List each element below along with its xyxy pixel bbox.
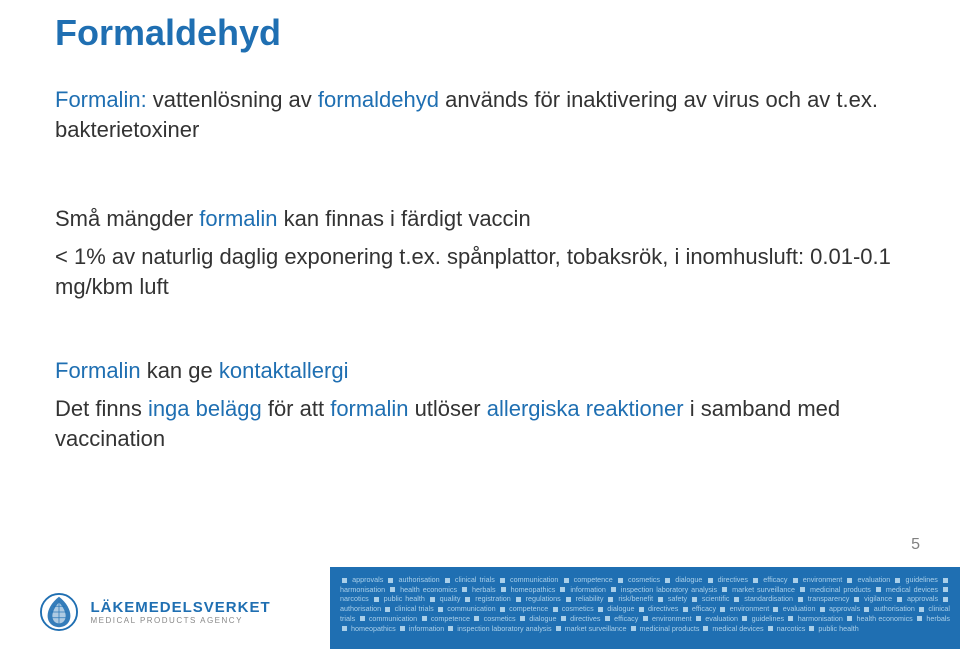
hl-inga-belagg: inga belägg <box>148 396 262 421</box>
hl-formalin: formalin <box>199 206 277 231</box>
hl-formaldehyd: formaldehyd <box>318 87 439 112</box>
slide-content: Formalin: vattenlösning av formaldehyd a… <box>55 85 905 454</box>
hl-formalin-2: Formalin <box>55 358 141 383</box>
page-number: 5 <box>911 536 920 554</box>
text: kan ge <box>141 358 219 383</box>
logo-subname: MEDICAL PRODUCTS AGENCY <box>90 616 270 625</box>
text: Små mängder <box>55 206 199 231</box>
text: utlöser <box>408 396 486 421</box>
paragraph-5: Det finns inga belägg för att formalin u… <box>55 394 905 453</box>
text: < 1% av naturlig daglig exponering t.ex.… <box>55 244 891 299</box>
paragraph-3: < 1% av naturlig daglig exponering t.ex.… <box>55 242 905 301</box>
paragraph-2: Små mängder formalin kan finnas i färdig… <box>55 204 905 234</box>
slide-title: Formaldehyd <box>55 12 281 54</box>
logo-icon <box>40 593 78 631</box>
paragraph-1: Formalin: vattenlösning av formaldehyd a… <box>55 85 905 144</box>
logo-text: LÄKEMEDELSVERKET MEDICAL PRODUCTS AGENCY <box>90 599 270 625</box>
hl-kontaktallergi: kontaktallergi <box>219 358 349 383</box>
text: för att <box>262 396 330 421</box>
text: Det finns <box>55 396 148 421</box>
hl-allergiska-reaktioner: allergiska reaktioner <box>487 396 684 421</box>
logo: LÄKEMEDELSVERKET MEDICAL PRODUCTS AGENCY <box>40 593 271 631</box>
text: kan finnas i färdigt vaccin <box>278 206 531 231</box>
hl-formalin-3: formalin <box>330 396 408 421</box>
logo-name: LÄKEMEDELSVERKET <box>90 599 270 616</box>
paragraph-4: Formalin kan ge kontaktallergi <box>55 356 905 386</box>
slide: Formaldehyd Formalin: vattenlösning av f… <box>0 0 960 649</box>
text: vattenlösning av <box>147 87 318 112</box>
footer: LÄKEMEDELSVERKET MEDICAL PRODUCTS AGENCY… <box>0 567 960 649</box>
hl-formalin-label: Formalin: <box>55 87 147 112</box>
footer-keywords-bar: approvals authorisation clinical trials … <box>330 567 960 649</box>
